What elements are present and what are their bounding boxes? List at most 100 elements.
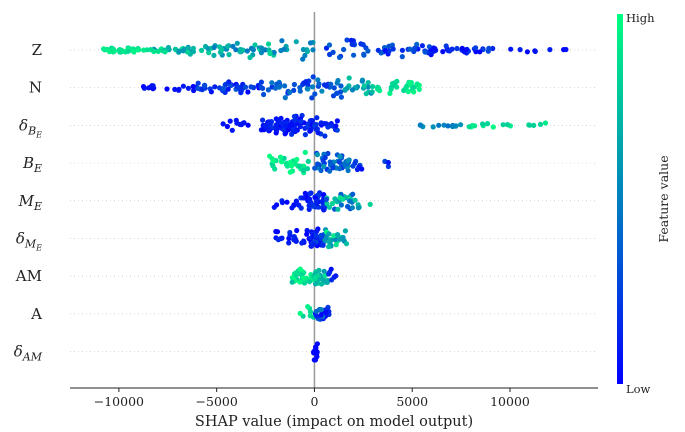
shap-point [265,41,272,47]
shap-point [271,49,277,56]
shap-point [259,45,265,52]
shap-point [333,123,339,129]
shap-point [308,127,314,133]
shap-point [277,154,284,160]
shap-point [419,43,425,49]
shap-point [337,153,343,160]
shap-point [260,117,266,123]
shap-point [267,153,273,159]
shap-point [338,202,344,208]
shap-point [360,42,366,48]
shap-point [293,238,299,244]
shap-point [297,88,303,94]
shap-point [297,310,303,316]
shap-point [312,91,318,97]
shap-point [265,126,271,133]
shap-point [334,80,340,86]
shap-point [220,121,226,127]
shap-point [252,42,258,48]
shap-point [328,81,334,87]
shap-point [136,47,142,53]
shap-point [450,123,456,130]
shap-point [191,87,197,94]
shap-point [406,80,412,86]
shap-point [500,122,506,128]
colorbar-high-label: High [626,11,655,25]
shap-point [211,52,217,59]
shap-point [484,121,491,127]
shap-point [185,85,191,91]
shap-point [524,49,531,55]
shap-point [365,84,371,90]
x-tick-label: −5000 [196,394,238,409]
shap-point [430,124,436,130]
shap-point [326,231,332,237]
shap-point [466,124,472,130]
shap-point [306,206,312,212]
shap-point [390,46,396,52]
shap-point [327,159,333,165]
shap-point [323,234,329,241]
shap-point [332,237,338,243]
shap-point [473,49,479,55]
shap-point [410,84,416,90]
shap-point [293,198,299,204]
feature-label: Z [32,41,42,59]
shap-point [226,52,232,58]
shap-point [323,83,329,89]
shap-point [293,39,299,45]
shap-point [441,122,447,128]
shap-point [336,54,343,61]
shap-point [303,275,309,281]
shap-point [394,84,400,90]
shap-point [314,115,320,121]
shap-point [304,166,311,172]
feature-label: δAM [14,343,43,364]
shap-point [477,49,483,55]
shap-point [375,85,381,91]
x-tick-label: −10000 [94,394,144,409]
shap-point [279,121,285,127]
shap-point [411,48,417,55]
shap-point [342,228,348,234]
shap-point [449,46,455,52]
shap-point [301,195,307,201]
shap-point [375,47,381,53]
shap-point [286,240,292,246]
shap-point [311,276,318,282]
shap-point [414,81,420,87]
shap-point [532,48,538,54]
shap-point [338,94,344,100]
shap-point [300,46,306,53]
shap-point [283,123,289,129]
shap-point [335,206,341,212]
shap-point [279,199,285,206]
shap-point [298,271,304,277]
shap-point [302,190,308,196]
shap-point [307,191,313,197]
shap-point [237,46,243,53]
shap-point [311,241,317,247]
shap-point [300,167,306,173]
shap-point [291,202,297,208]
shap-point [330,165,336,171]
shap-point [359,78,365,84]
shap-point [343,241,350,247]
shap-point [399,54,405,60]
shap-point [287,89,293,96]
shap-point [321,268,327,274]
shap-point [116,47,122,53]
shap-point [417,122,423,128]
shap-point [282,83,288,89]
shap-point [313,345,319,351]
shap-point [411,89,417,95]
shap-point [310,84,316,90]
shap-point [335,232,341,238]
shap-point [180,83,186,89]
shap-point [316,267,322,273]
shap-point [306,279,313,285]
shap-point [387,90,393,96]
shap-point [416,86,422,92]
shap-point [443,43,449,49]
